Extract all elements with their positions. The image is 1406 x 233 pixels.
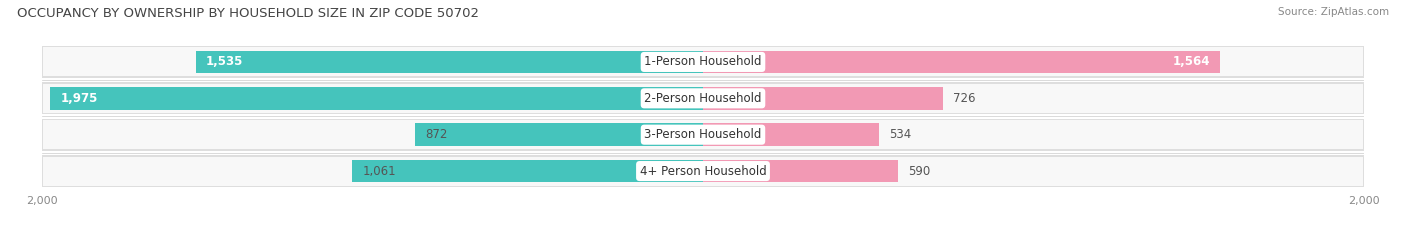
Text: 534: 534: [890, 128, 911, 141]
Text: 4+ Person Household: 4+ Person Household: [640, 164, 766, 178]
Bar: [703, 123, 879, 146]
Text: 3-Person Household: 3-Person Household: [644, 128, 762, 141]
Text: 590: 590: [908, 164, 931, 178]
Text: 1,535: 1,535: [205, 55, 243, 69]
Bar: [42, 155, 1364, 187]
Text: 872: 872: [425, 128, 447, 141]
Text: 1-Person Household: 1-Person Household: [644, 55, 762, 69]
Bar: [703, 160, 898, 182]
Bar: [51, 87, 703, 110]
Text: 1,061: 1,061: [363, 164, 396, 178]
Text: 1,975: 1,975: [60, 92, 98, 105]
Bar: [42, 46, 1364, 78]
Bar: [44, 84, 1362, 113]
Bar: [44, 157, 1362, 186]
Text: 726: 726: [953, 92, 976, 105]
Text: 2-Person Household: 2-Person Household: [644, 92, 762, 105]
Bar: [415, 123, 703, 146]
Bar: [44, 120, 1362, 149]
Bar: [703, 87, 943, 110]
Bar: [353, 160, 703, 182]
Bar: [42, 119, 1364, 151]
Text: OCCUPANCY BY OWNERSHIP BY HOUSEHOLD SIZE IN ZIP CODE 50702: OCCUPANCY BY OWNERSHIP BY HOUSEHOLD SIZE…: [17, 7, 479, 20]
Bar: [703, 51, 1220, 73]
Bar: [42, 82, 1364, 114]
Text: 1,564: 1,564: [1173, 55, 1209, 69]
Bar: [44, 47, 1362, 76]
Text: Source: ZipAtlas.com: Source: ZipAtlas.com: [1278, 7, 1389, 17]
Bar: [195, 51, 703, 73]
